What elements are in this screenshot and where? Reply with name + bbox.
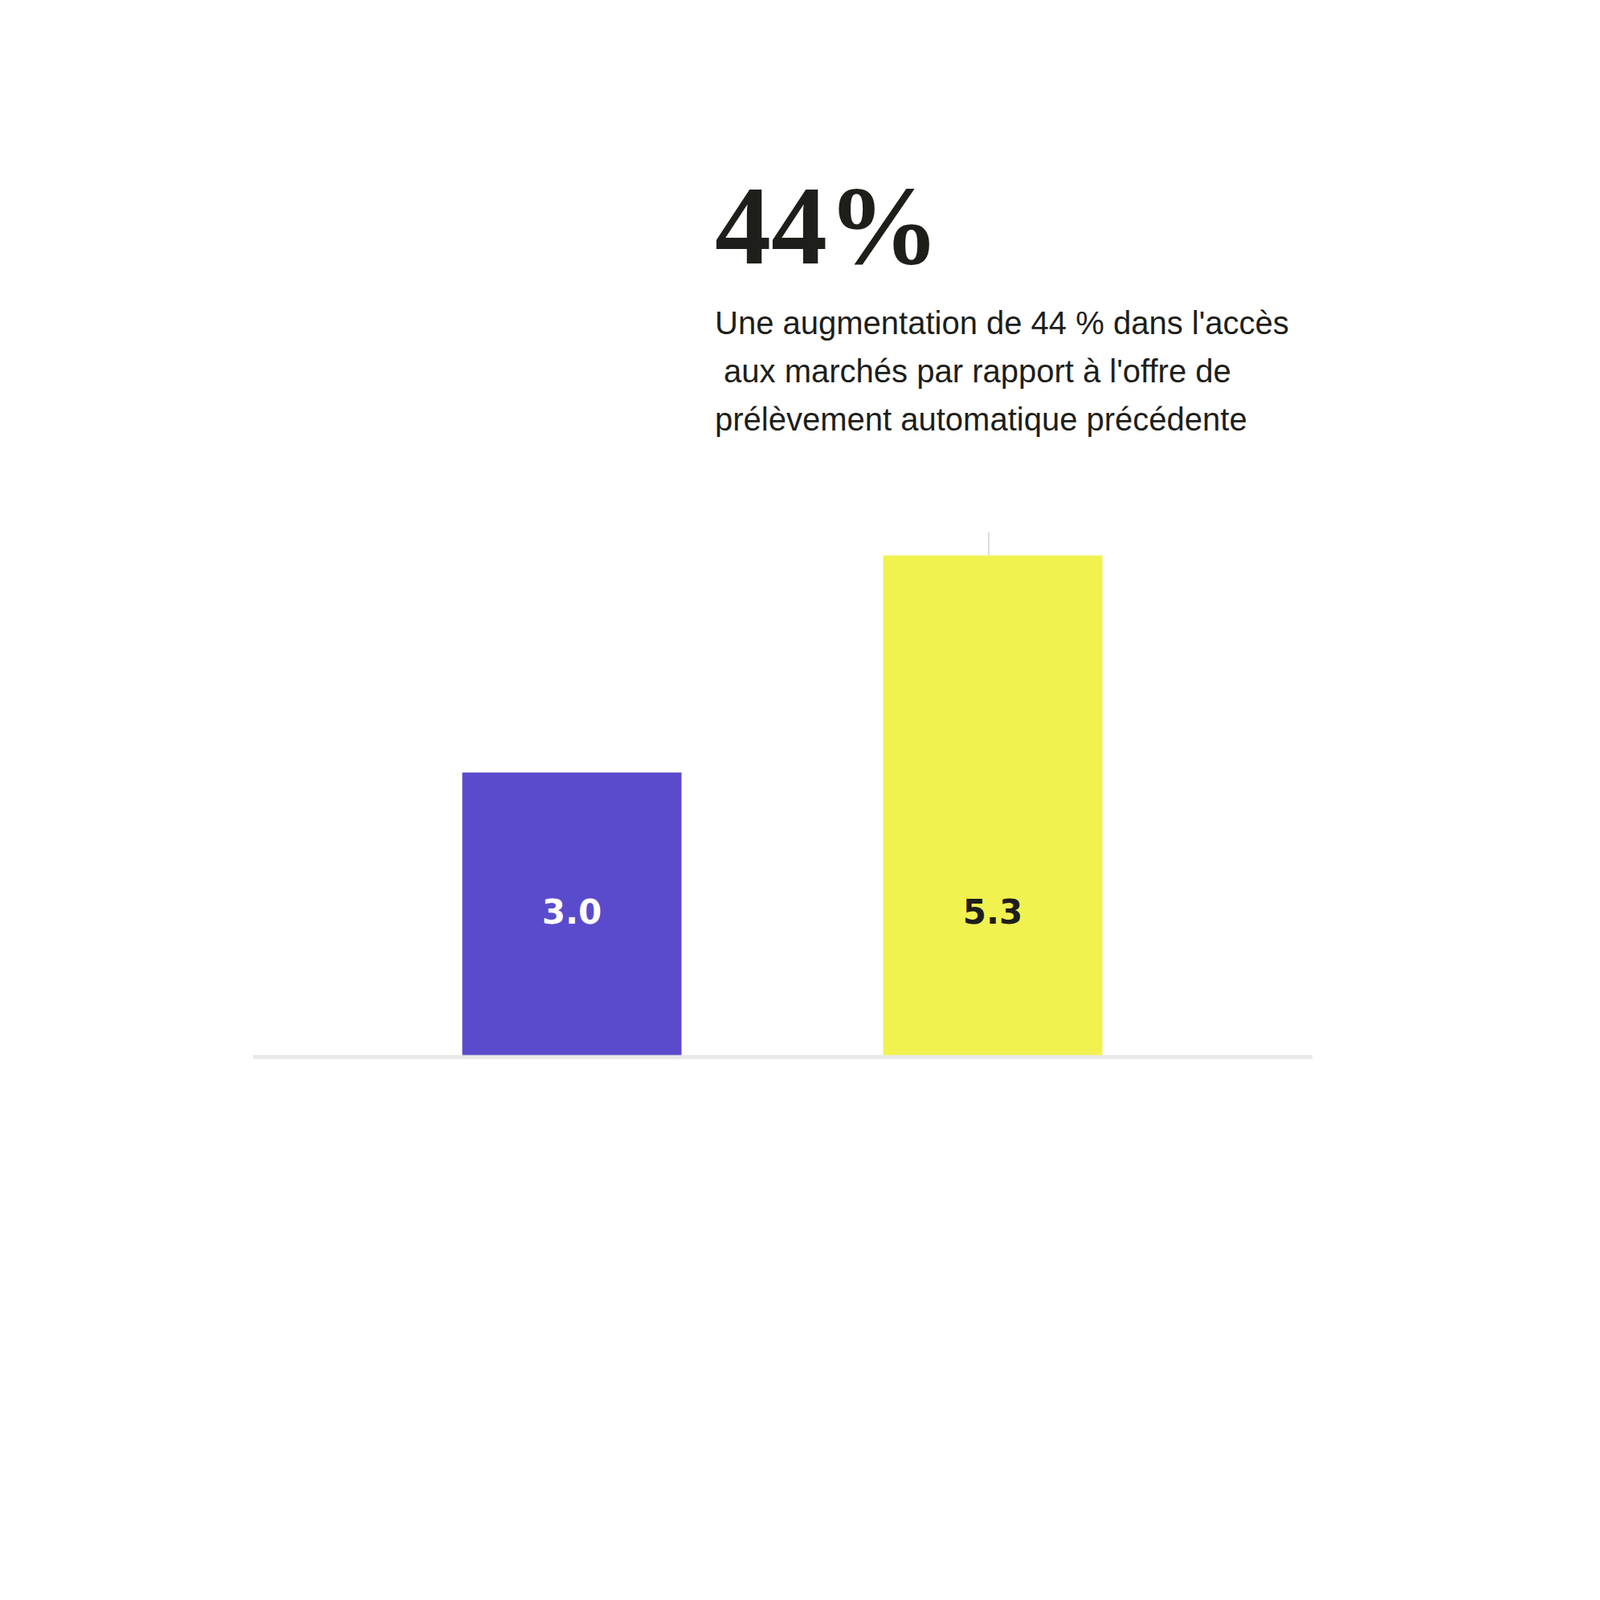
svg-text:5.3: 5.3 xyxy=(963,892,1023,932)
svg-text:Une augmentation de 44 % dans: Une augmentation de 44 % dans l'accès xyxy=(714,305,1290,341)
svg-text:3.0: 3.0 xyxy=(542,892,602,932)
svg-text:44%: 44% xyxy=(714,163,940,288)
svg-text:aux marchés par rapport à l'of: aux marchés par rapport à l'offre de xyxy=(714,353,1241,389)
svg-text:prélèvement automatique précéd: prélèvement automatique précédente xyxy=(714,401,1248,437)
